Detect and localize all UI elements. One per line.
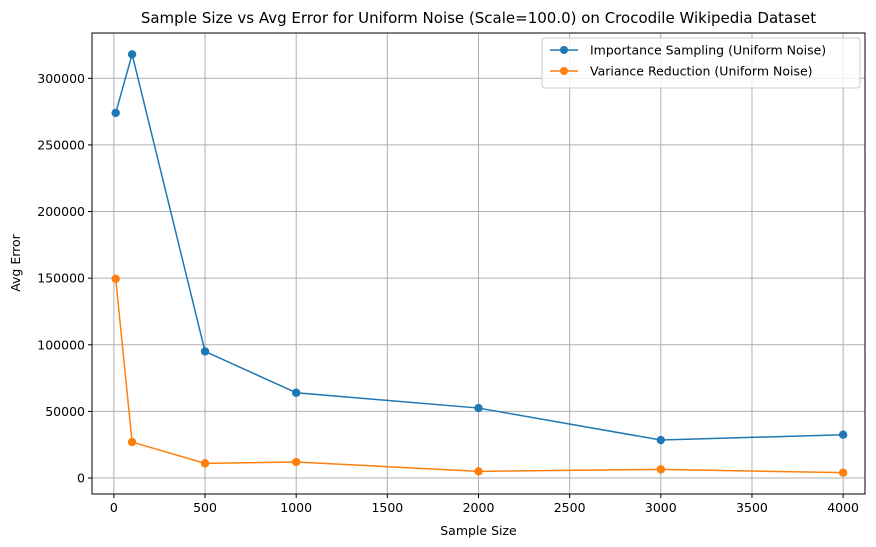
y-tick-label: 150000 (37, 271, 85, 286)
y-tick-label: 200000 (37, 204, 85, 219)
legend-label-variance-reduction: Variance Reduction (Uniform Noise) (590, 64, 813, 79)
series-line-variance-reduction (114, 278, 844, 474)
y-axis-label: Avg Error (8, 233, 23, 291)
x-tick-label: 0 (110, 500, 118, 515)
x-axis-label: Sample Size (440, 523, 517, 538)
chart-title: Sample Size vs Avg Error for Uniform Noi… (141, 9, 816, 27)
x-tick-label: 4000 (827, 500, 859, 515)
x-tick-label: 3500 (736, 500, 768, 515)
y-tick-label: 50000 (45, 404, 85, 419)
x-tick-label: 1500 (371, 500, 403, 515)
data-point-importance-sampling (111, 108, 120, 118)
ticks-layer: 0 500 1000 1500 2000 2500 3000 3500 4000 0 50000 10… (37, 71, 859, 515)
data-point-variance-reduction (656, 465, 666, 474)
grid-layer (92, 33, 865, 494)
legend: Importance Sampling (Uniform Noise) Vari… (541, 37, 861, 89)
y-tick-label: 250000 (37, 137, 85, 152)
legend-box (541, 37, 861, 89)
data-point-importance-sampling (474, 403, 483, 413)
data-point-importance-sampling (291, 388, 301, 397)
data-point-variance-reduction (200, 459, 210, 468)
data-point-variance-reduction (127, 437, 137, 447)
data-point-variance-reduction (291, 457, 301, 467)
data-point-variance-reduction (474, 467, 483, 476)
data-point-importance-sampling (656, 435, 666, 445)
y-tick-label: 100000 (37, 337, 85, 352)
data-point-importance-sampling (127, 50, 137, 59)
legend-marker-importance-sampling (560, 46, 568, 54)
data-point-importance-sampling (200, 347, 210, 356)
legend-label-importance-sampling: Importance Sampling (Uniform Noise) (590, 43, 826, 58)
x-tick-label: 1000 (280, 500, 312, 515)
series-line-importance-sampling (114, 53, 844, 441)
data-point-variance-reduction (111, 274, 120, 284)
x-tick-label: 500 (193, 500, 217, 515)
data-point-importance-sampling (838, 430, 848, 439)
series-layer (111, 50, 848, 477)
x-tick-label: 2500 (554, 500, 586, 515)
legend-marker-variance-reduction (560, 67, 568, 75)
y-tick-label: 0 (77, 471, 85, 486)
x-tick-label: 3000 (645, 500, 677, 515)
y-tick-label: 300000 (37, 71, 85, 86)
data-point-variance-reduction (838, 468, 848, 477)
x-tick-label: 2000 (463, 500, 495, 515)
